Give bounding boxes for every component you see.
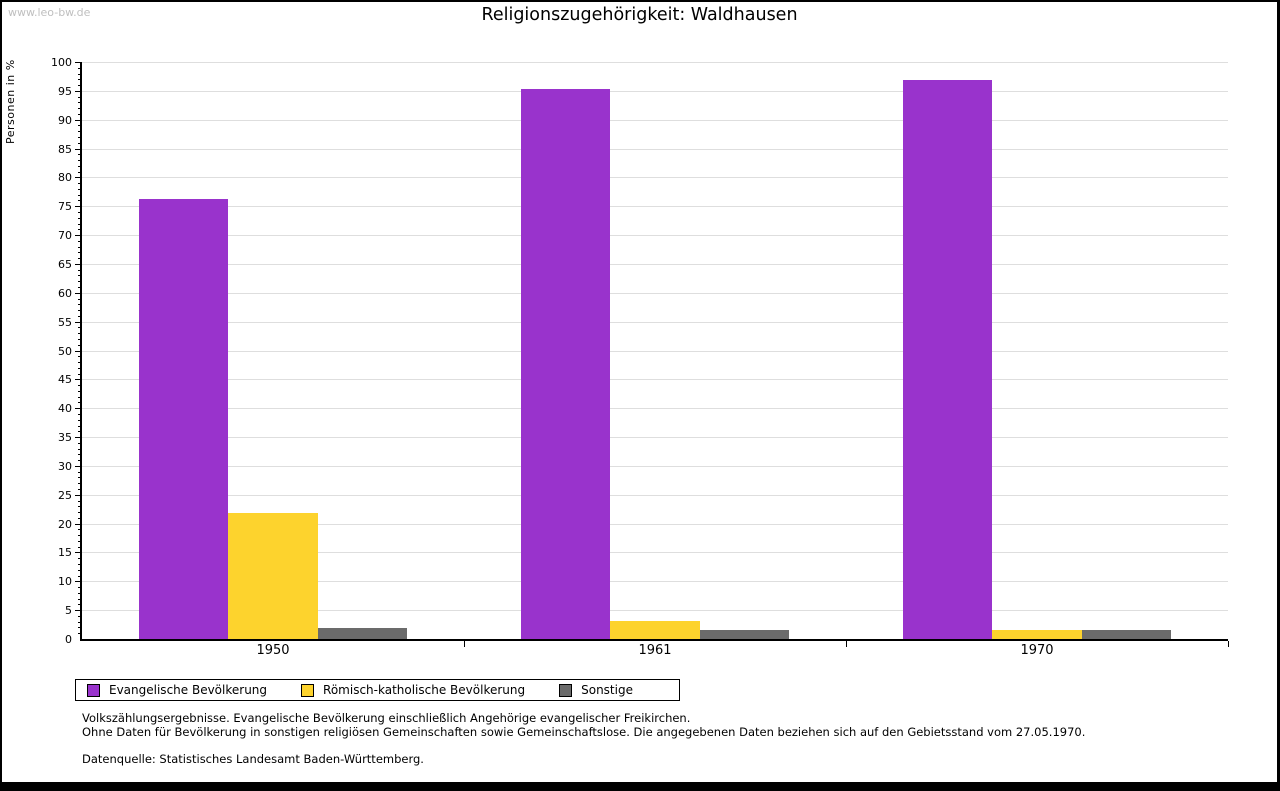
y-tick <box>75 62 82 63</box>
gridline <box>82 263 1228 265</box>
y-tick <box>75 494 82 496</box>
x-tick <box>1228 641 1229 647</box>
y-tick-label: 60 <box>58 286 72 300</box>
y-tick-label: 15 <box>58 546 72 560</box>
y-tick <box>75 206 82 208</box>
y-tick-label: 70 <box>58 229 72 243</box>
y-tick <box>75 437 82 439</box>
y-tick-label: 10 <box>58 575 72 589</box>
gridline <box>82 379 1228 381</box>
bar-r-misch-katholische-bev-lkerung-1970 <box>992 629 1082 639</box>
gridline <box>82 437 1228 439</box>
gridline <box>82 177 1228 179</box>
y-tick <box>75 292 82 294</box>
footnote-line-1: Volkszählungsergebnisse. Evangelische Be… <box>82 711 691 725</box>
y-tick <box>75 552 82 554</box>
gridline <box>82 90 1228 92</box>
y-tick <box>75 408 82 410</box>
gridline <box>82 408 1228 410</box>
bar-sonstige-1950 <box>317 628 408 639</box>
y-tick-label: 80 <box>58 171 72 185</box>
y-tick-label: 20 <box>58 517 72 531</box>
x-category-label: 1950 <box>256 643 290 658</box>
y-tick-label: 40 <box>58 402 72 416</box>
bar-evangelische-bev-lkerung-1970 <box>902 80 993 639</box>
y-axis-line <box>80 62 82 639</box>
legend-swatch-katholisch <box>301 683 315 697</box>
y-tick <box>75 581 82 583</box>
y-tick-label: 50 <box>58 344 72 358</box>
legend-label: Römisch-katholische Bevölkerung <box>323 683 526 697</box>
y-tick <box>75 263 82 265</box>
legend-swatch-sonstige <box>559 683 573 697</box>
y-tick-label: 5 <box>65 604 72 618</box>
gridline <box>82 62 1228 63</box>
gridline <box>82 206 1228 208</box>
bar-r-misch-katholische-bev-lkerung-1961 <box>610 621 700 639</box>
gridline <box>82 523 1228 525</box>
bar-sonstige-1970 <box>1081 629 1172 639</box>
x-tick <box>846 641 847 647</box>
bar-sonstige-1961 <box>699 630 790 639</box>
y-tick-label: 0 <box>65 633 72 646</box>
y-tick <box>75 235 82 237</box>
legend-item-sonstige: Sonstige <box>559 683 633 697</box>
watermark: www.leo-bw.de <box>8 6 91 19</box>
y-tick-label: 30 <box>58 459 72 473</box>
y-tick <box>75 523 82 525</box>
y-tick <box>75 119 82 121</box>
gridline <box>82 610 1228 612</box>
gridline <box>82 581 1228 583</box>
gridline <box>82 350 1228 352</box>
legend: Evangelische Bevölkerung Römisch-katholi… <box>75 679 680 701</box>
data-source: Datenquelle: Statistisches Landesamt Bad… <box>82 752 424 766</box>
y-tick <box>75 321 82 323</box>
y-tick-label: 45 <box>58 373 72 387</box>
y-tick <box>75 610 82 612</box>
y-tick-label: 100 <box>51 56 72 69</box>
bar-evangelische-bev-lkerung-1950 <box>138 198 229 639</box>
gridline <box>82 321 1228 323</box>
y-tick-label: 65 <box>58 257 72 271</box>
footnote-line-2: Ohne Daten für Bevölkerung in sonstigen … <box>82 725 1086 739</box>
gridline <box>82 148 1228 150</box>
x-tick <box>464 641 465 647</box>
y-tick-label: 55 <box>58 315 72 329</box>
y-tick-label: 90 <box>58 113 72 127</box>
legend-label: Evangelische Bevölkerung <box>109 683 268 697</box>
gridline <box>82 292 1228 294</box>
y-tick <box>75 148 82 150</box>
legend-label: Sonstige <box>581 683 633 697</box>
x-category-label: 1961 <box>638 643 672 658</box>
legend-swatch-evangelisch <box>87 683 100 697</box>
y-tick-label: 35 <box>58 431 72 445</box>
y-tick <box>75 379 82 381</box>
bar-r-misch-katholische-bev-lkerung-1950 <box>228 513 318 639</box>
y-tick <box>75 465 82 467</box>
gridline <box>82 119 1228 121</box>
chart-title: Religionszugehörigkeit: Waldhausen <box>481 5 798 25</box>
legend-item-katholisch: Römisch-katholische Bevölkerung <box>301 683 525 697</box>
bar-evangelische-bev-lkerung-1961 <box>520 88 611 639</box>
gridline <box>82 235 1228 237</box>
x-axis-line <box>80 639 1228 641</box>
gridline <box>82 494 1228 496</box>
legend-item-evangelisch: Evangelische Bevölkerung <box>87 683 267 697</box>
gridline <box>82 552 1228 554</box>
y-tick-label: 95 <box>58 84 72 98</box>
y-tick-label: 85 <box>58 142 72 156</box>
gridline <box>82 465 1228 467</box>
y-tick <box>75 350 82 352</box>
y-tick-label: 75 <box>58 200 72 214</box>
y-tick <box>75 177 82 179</box>
y-tick-label: 25 <box>58 488 72 502</box>
y-tick <box>75 90 82 92</box>
x-category-label: 1970 <box>1020 643 1054 658</box>
